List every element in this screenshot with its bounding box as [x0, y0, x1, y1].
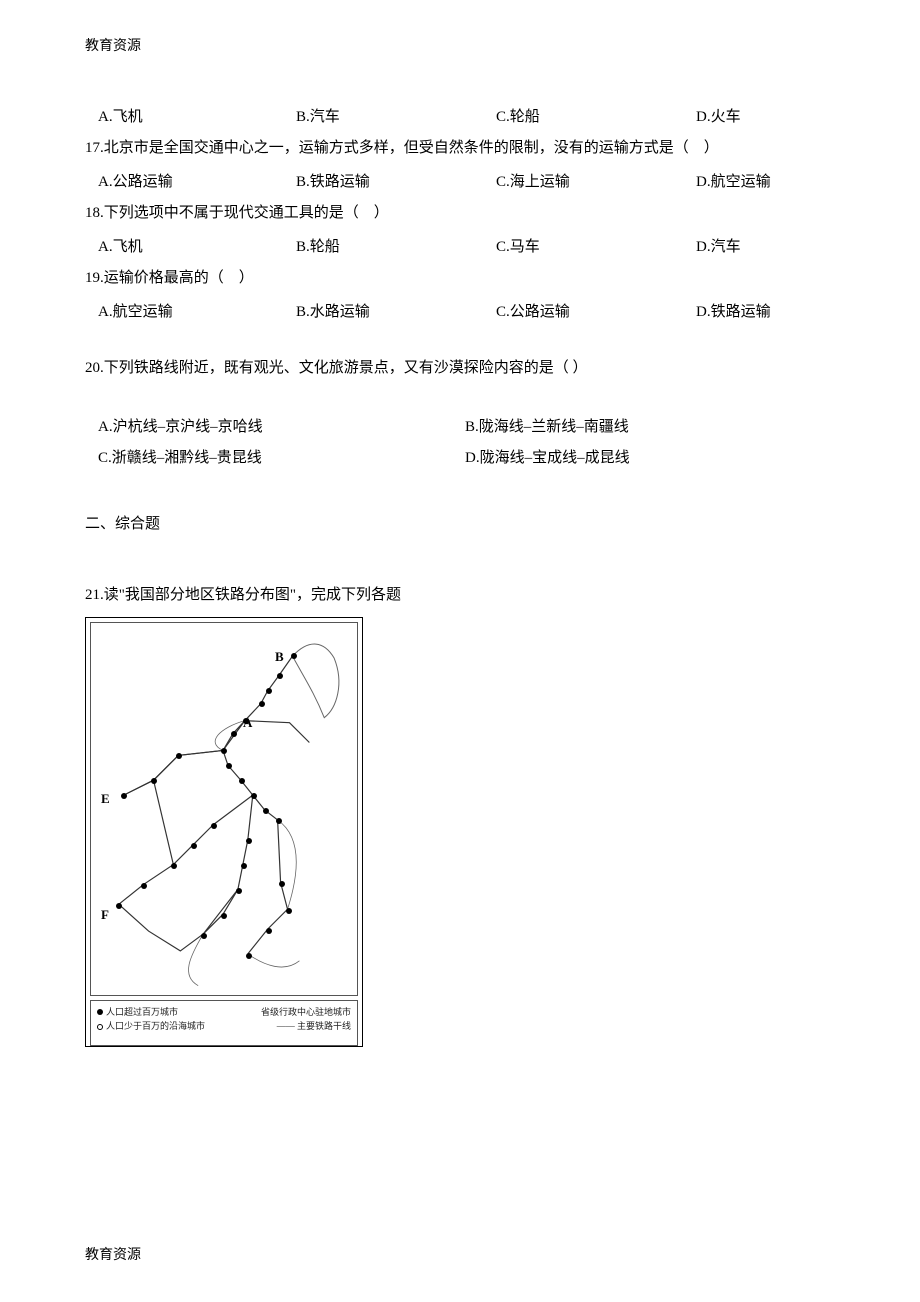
city-node — [226, 763, 232, 769]
city-node — [191, 843, 197, 849]
city-node — [276, 818, 282, 824]
city-node — [263, 808, 269, 814]
option-c: C.轮船 — [496, 105, 696, 126]
options-row: A.飞机 B.轮船 C.马车 D.汽车 — [85, 235, 832, 256]
option-d: D.汽车 — [696, 235, 741, 256]
map-label-e: E — [101, 791, 110, 807]
option-d: D.火车 — [696, 105, 741, 126]
city-node — [211, 823, 217, 829]
city-node — [286, 908, 292, 914]
map-label-f: F — [101, 907, 109, 923]
city-node — [266, 928, 272, 934]
question-text: 19.运输价格最高的（ ） — [85, 266, 832, 290]
city-node — [116, 903, 122, 909]
q17: 17.北京市是全国交通中心之一，运输方式多样，但受自然条件的限制，没有的运输方式… — [85, 136, 832, 191]
legend-text: —— 主要铁路干线 — [277, 1019, 351, 1033]
q18: 18.下列选项中不属于现代交通工具的是（ ） A.飞机 B.轮船 C.马车 D.… — [85, 201, 832, 256]
city-node — [176, 753, 182, 759]
city-node — [279, 881, 285, 887]
city-node — [266, 688, 272, 694]
city-node — [239, 778, 245, 784]
city-node — [236, 888, 242, 894]
q19: 19.运输价格最高的（ ） A.航空运输 B.水路运输 C.公路运输 D.铁路运… — [85, 266, 832, 321]
railway-lines-svg — [91, 623, 357, 995]
question-text: 20.下列铁路线附近，既有观光、文化旅游景点，又有沙漠探险内容的是（ ） — [85, 356, 832, 380]
option-b: B.轮船 — [296, 235, 496, 256]
option-b: B.铁路运输 — [296, 170, 496, 191]
option-b: B.汽车 — [296, 105, 496, 126]
legend-item: 人口少于百万的沿海城市 — [97, 1019, 205, 1033]
city-node — [246, 953, 252, 959]
legend-text: 人口超过百万城市 — [106, 1005, 178, 1019]
option-c: C.公路运输 — [496, 300, 696, 321]
options-row: A.航空运输 B.水路运输 C.公路运输 D.铁路运输 — [85, 300, 832, 321]
city-node — [121, 793, 127, 799]
option-a: A.公路运输 — [98, 170, 296, 191]
city-node — [291, 653, 297, 659]
q16-options: A.飞机 B.汽车 C.轮船 D.火车 — [85, 105, 832, 126]
city-node — [221, 748, 227, 754]
page-header: 教育资源 — [85, 35, 832, 55]
option-a: A.飞机 — [98, 235, 296, 256]
city-node — [171, 863, 177, 869]
question-text: 17.北京市是全国交通中心之一，运输方式多样，但受自然条件的限制，没有的运输方式… — [85, 136, 832, 160]
legend-item: 人口超过百万城市 — [97, 1005, 178, 1019]
railway-map-figure: A B E F 人口超过百万城市 省级行政中心驻地城市 人口少于百万的沿海城市 … — [85, 617, 363, 1047]
option-c: C.浙赣线–湘黔线–贵昆线 — [98, 446, 465, 467]
legend-row-1: 人口超过百万城市 省级行政中心驻地城市 — [97, 1005, 351, 1019]
option-a: A.飞机 — [98, 105, 296, 126]
options-row: A.飞机 B.汽车 C.轮船 D.火车 — [85, 105, 832, 126]
map-inner: A B E F — [90, 622, 358, 996]
legend-text: 人口少于百万的沿海城市 — [106, 1019, 205, 1033]
map-label-a: A — [243, 715, 252, 731]
dot-solid-icon — [97, 1009, 103, 1015]
city-node — [241, 863, 247, 869]
option-c: C.海上运输 — [496, 170, 696, 191]
option-b: B.水路运输 — [296, 300, 496, 321]
options-row: A.公路运输 B.铁路运输 C.海上运输 D.航空运输 — [85, 170, 832, 191]
option-d: D.航空运输 — [696, 170, 771, 191]
option-b: B.陇海线–兰新线–南疆线 — [465, 415, 832, 436]
legend-text: 省级行政中心驻地城市 — [261, 1005, 351, 1019]
city-node — [251, 793, 257, 799]
question-text: 21.读"我国部分地区铁路分布图"，完成下列各题 — [85, 583, 832, 607]
section-2-title: 二、综合题 — [85, 512, 832, 533]
city-node — [246, 838, 252, 844]
options-two-col: A.沪杭线–京沪线–京哈线 B.陇海线–兰新线–南疆线 C.浙赣线–湘黔线–贵昆… — [85, 415, 832, 477]
city-node — [151, 778, 157, 784]
city-node — [231, 731, 237, 737]
option-c: C.马车 — [496, 235, 696, 256]
question-text: 18.下列选项中不属于现代交通工具的是（ ） — [85, 201, 832, 225]
city-node — [277, 673, 283, 679]
option-d: D.铁路运输 — [696, 300, 771, 321]
q20: 20.下列铁路线附近，既有观光、文化旅游景点，又有沙漠探险内容的是（ ） A.沪… — [85, 356, 832, 477]
city-node — [221, 913, 227, 919]
map-legend: 人口超过百万城市 省级行政中心驻地城市 人口少于百万的沿海城市 —— 主要铁路干… — [90, 1000, 358, 1046]
page-footer: 教育资源 — [85, 1244, 141, 1264]
dot-hollow-icon — [97, 1024, 103, 1030]
map-label-b: B — [275, 649, 284, 665]
city-node — [141, 883, 147, 889]
q21: 21.读"我国部分地区铁路分布图"，完成下列各题 — [85, 583, 832, 1047]
legend-row-2: 人口少于百万的沿海城市 —— 主要铁路干线 — [97, 1019, 351, 1033]
option-a: A.航空运输 — [98, 300, 296, 321]
option-d: D.陇海线–宝成线–成昆线 — [465, 446, 832, 467]
option-a: A.沪杭线–京沪线–京哈线 — [98, 415, 465, 436]
city-node — [259, 701, 265, 707]
city-node — [201, 933, 207, 939]
